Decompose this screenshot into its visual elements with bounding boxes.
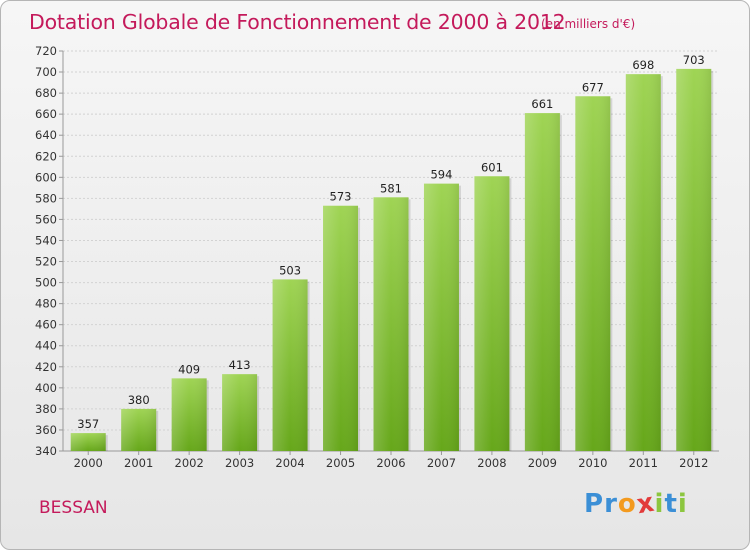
chart-subtitle: (en milliers d'€) — [541, 17, 636, 31]
y-tick-label: 340 — [35, 444, 57, 458]
x-tick-label: 2008 — [477, 456, 506, 470]
bar-value-label: 601 — [481, 160, 503, 174]
y-tick-label: 640 — [35, 128, 57, 142]
y-tick-label: 440 — [35, 339, 57, 353]
y-tick-label: 560 — [35, 212, 57, 226]
bar-value-label: 581 — [380, 181, 402, 195]
bar-value-label: 698 — [632, 58, 654, 72]
bar-value-label: 413 — [229, 358, 251, 372]
y-tick-label: 660 — [35, 107, 57, 121]
bar-value-label: 503 — [279, 263, 301, 277]
x-tick-label: 2000 — [74, 456, 103, 470]
bar-highlight — [423, 183, 459, 451]
x-tick-label: 2012 — [679, 456, 708, 470]
y-tick-label: 360 — [35, 423, 57, 437]
x-tick-label: 2011 — [629, 456, 658, 470]
logo-letter: o — [617, 489, 637, 519]
bar-value-label: 409 — [178, 362, 200, 376]
bar-value-label: 677 — [582, 80, 604, 94]
y-tick-label: 460 — [35, 318, 57, 332]
bar-highlight — [323, 205, 359, 451]
logo-letter: r — [604, 489, 618, 519]
bar-value-label: 380 — [128, 393, 150, 407]
bar-value-label: 661 — [531, 97, 553, 111]
x-tick-label: 2010 — [578, 456, 607, 470]
x-tick-label: 2009 — [528, 456, 557, 470]
bar-highlight — [373, 197, 409, 451]
y-tick-label: 540 — [35, 233, 57, 247]
x-tick-label: 2005 — [326, 456, 355, 470]
y-tick-label: 480 — [35, 297, 57, 311]
y-tick-label: 680 — [35, 86, 57, 100]
bar-highlight — [524, 113, 560, 452]
x-tick-label: 2003 — [225, 456, 254, 470]
bar-highlight — [575, 96, 611, 452]
logo-letter: i — [654, 489, 665, 519]
y-tick-label: 400 — [35, 381, 57, 395]
bar-highlight — [121, 408, 157, 451]
bar-highlight — [70, 433, 106, 451]
bar-value-label: 357 — [77, 417, 99, 431]
bar-highlight — [222, 374, 258, 451]
bar-value-label: 573 — [330, 190, 352, 204]
x-tick-label: 2007 — [427, 456, 456, 470]
bar-highlight — [676, 68, 712, 451]
x-tick-label: 2004 — [275, 456, 304, 470]
y-tick-label: 520 — [35, 255, 57, 269]
x-tick-label: 2001 — [124, 456, 153, 470]
bar-value-label: 703 — [683, 53, 705, 67]
bar-highlight — [625, 74, 661, 451]
commune-name: BESSAN — [39, 498, 108, 518]
y-tick-label: 420 — [35, 360, 57, 374]
y-tick-label: 720 — [35, 44, 57, 58]
y-tick-label: 700 — [35, 65, 57, 79]
chart-title: Dotation Globale de Fonctionnement de 20… — [29, 10, 566, 34]
bar-highlight — [474, 176, 510, 451]
logo-letter: t — [664, 489, 678, 519]
logo-letter: P — [584, 489, 605, 519]
y-tick-label: 600 — [35, 170, 57, 184]
logo-letter: i — [677, 489, 688, 519]
x-tick-label: 2006 — [376, 456, 405, 470]
y-tick-label: 500 — [35, 276, 57, 290]
y-tick-label: 380 — [35, 402, 57, 416]
bar-value-label: 594 — [430, 168, 452, 182]
bar-highlight — [272, 279, 308, 451]
bar-highlight — [171, 378, 207, 451]
y-tick-label: 620 — [35, 149, 57, 163]
x-tick-label: 2002 — [175, 456, 204, 470]
proxiti-logo: Proxiti — [584, 488, 688, 521]
y-tick-label: 580 — [35, 191, 57, 205]
